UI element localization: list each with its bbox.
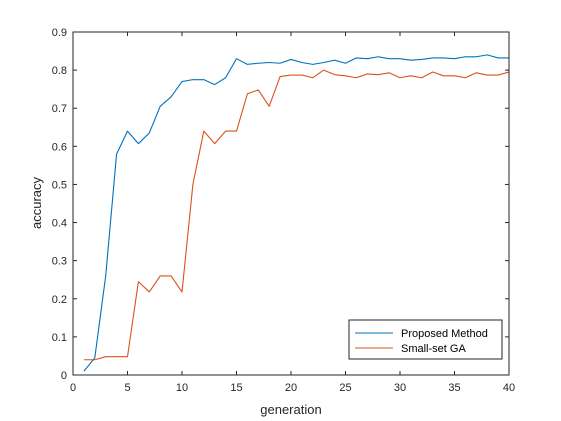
x-tick-label: 10 — [176, 382, 188, 394]
y-tick-label: 0.6 — [52, 141, 67, 153]
plot-frame — [72, 31, 510, 376]
x-tick-label: 15 — [230, 382, 242, 394]
plot-area — [73, 32, 509, 375]
series-line-0 — [83, 54, 509, 372]
x-tick-label: 25 — [339, 382, 351, 394]
y-tick-label: 0.7 — [52, 103, 67, 115]
y-axis-label: accuracy — [29, 176, 44, 229]
y-tick-label: 0 — [61, 370, 67, 382]
y-tick-label: 0.3 — [52, 256, 67, 268]
y-tick-label: 0.9 — [52, 27, 67, 39]
y-tick-label: 0.4 — [52, 218, 67, 230]
x-tick-label: 0 — [70, 382, 76, 394]
y-tick-label: 0.8 — [52, 65, 67, 77]
x-tick-label: 20 — [285, 382, 297, 394]
x-tick-label: 5 — [124, 382, 130, 394]
y-tick-label: 0.1 — [52, 332, 67, 344]
legend-label: Small-set GA — [401, 343, 466, 355]
x-tick-label: 30 — [394, 382, 406, 394]
axis-ticks: 0 5 10 15 20 25 30 35 40 0 0.1 0.2 0.3 0.4 0.5 0.6 0.7 0.… — [52, 27, 515, 394]
y-tick-label: 0.2 — [52, 294, 67, 306]
x-axis-label: generation — [260, 402, 321, 417]
series-lines — [83, 54, 510, 372]
legend: Proposed Method Small-set GA — [348, 319, 503, 360]
series-line-1 — [83, 69, 510, 361]
x-tick-label: 40 — [503, 382, 515, 394]
x-tick-label: 35 — [448, 382, 460, 394]
legend-box — [348, 319, 503, 360]
y-tick-label: 0.5 — [52, 179, 67, 191]
legend-label: Proposed Method — [401, 328, 488, 340]
